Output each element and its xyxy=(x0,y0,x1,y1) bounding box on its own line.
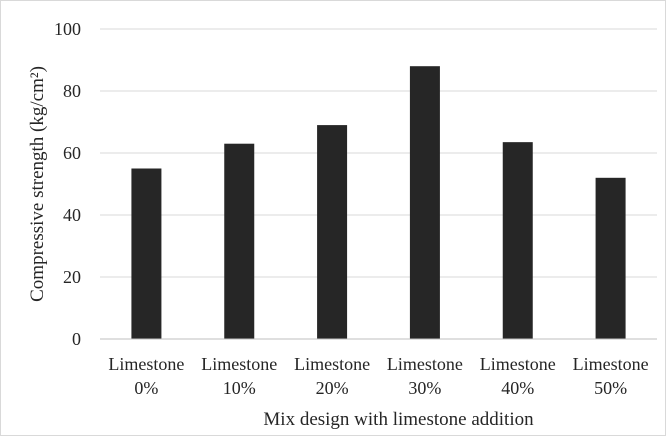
y-tick-label: 60 xyxy=(63,143,81,163)
x-category-label: Limestone xyxy=(294,354,370,374)
x-category-label: Limestone xyxy=(573,354,649,374)
y-tick-label: 0 xyxy=(72,329,81,349)
x-category-label: Limestone xyxy=(387,354,463,374)
bar xyxy=(224,144,254,339)
x-category-label: 50% xyxy=(594,378,627,398)
y-tick-label: 100 xyxy=(54,19,81,39)
x-category-label: 10% xyxy=(223,378,256,398)
x-category-label: Limestone xyxy=(201,354,277,374)
x-category-labels: Limestone 0% Limestone 10% Limestone 20% Limes… xyxy=(108,354,648,398)
x-category-label: Limestone xyxy=(108,354,184,374)
x-axis-title: Mix design with limestone addition xyxy=(263,409,534,430)
bars xyxy=(131,66,625,339)
bar xyxy=(131,169,161,340)
bar xyxy=(317,125,347,339)
x-category-label: 20% xyxy=(316,378,349,398)
y-tick-labels: 0 20 40 60 80 100 xyxy=(54,19,81,349)
x-category-label: 30% xyxy=(408,378,441,398)
y-tick-label: 20 xyxy=(63,267,81,287)
bar xyxy=(410,66,440,339)
x-category-label: Limestone xyxy=(480,354,556,374)
y-tick-label: 40 xyxy=(63,205,81,225)
gridlines xyxy=(100,29,657,277)
x-category-label: 0% xyxy=(134,378,158,398)
y-axis-title: Compressive strength (kg/cm²) xyxy=(27,66,48,302)
bar xyxy=(596,178,626,339)
x-category-label: 40% xyxy=(501,378,534,398)
y-tick-label: 80 xyxy=(63,81,81,101)
bar xyxy=(503,142,533,339)
